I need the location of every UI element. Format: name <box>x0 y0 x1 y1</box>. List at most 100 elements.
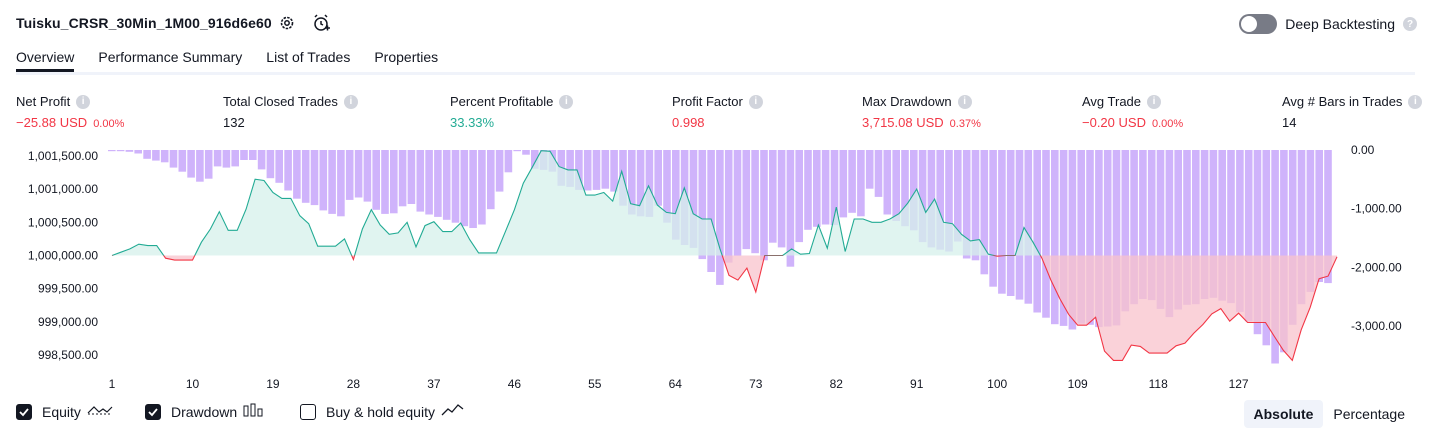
deep-backtesting-toggle[interactable] <box>1239 14 1278 34</box>
drawdown-bar <box>354 150 363 198</box>
drawdown-bar <box>1121 150 1130 312</box>
info-icon[interactable]: i <box>1147 94 1162 109</box>
drawdown-bar <box>125 150 134 152</box>
drawdown-bar <box>839 150 848 218</box>
tab-overview[interactable]: Overview <box>16 49 75 72</box>
drawdown-bar <box>892 150 900 221</box>
drawdown-bar <box>989 150 997 287</box>
drawdown-bar <box>795 150 803 243</box>
deep-backtesting-label: Deep Backtesting <box>1285 16 1395 32</box>
drawdown-bar <box>249 150 257 160</box>
drawdown-bar <box>1095 150 1103 328</box>
metric-value: 3,715.08 USD <box>862 115 944 130</box>
drawdown-bar <box>531 150 539 169</box>
metric-avg-trade: Avg Trade i −0.20 USD 0.00% <box>1082 94 1183 130</box>
settings-icon[interactable] <box>276 12 298 34</box>
metric-avg-bars-in-trades: Avg # Bars in Trades i 14 <box>1282 94 1423 130</box>
metric-label: Max Drawdown <box>862 94 952 109</box>
tab-list-of-trades[interactable]: List of Trades <box>266 49 351 65</box>
left-axis-tick-label: 1,001,500.00 <box>28 149 98 163</box>
drawdown-bar <box>513 150 521 152</box>
drawdown-bar <box>610 150 618 192</box>
drawdown-bar <box>865 150 874 189</box>
help-icon[interactable]: ? <box>1403 17 1417 31</box>
drawdown-bar <box>1086 150 1094 325</box>
drawdown-bar <box>813 150 821 227</box>
drawdown-bar <box>134 150 142 154</box>
left-axis-tick-label: 998,500.00 <box>38 348 98 362</box>
legend-drawdown[interactable]: Drawdown <box>145 403 265 420</box>
drawdown-bar <box>222 150 231 168</box>
info-icon[interactable]: i <box>559 94 574 109</box>
right-axis-tick-label: -2,000.00 <box>1351 260 1402 274</box>
x-axis-tick-label: 82 <box>830 377 844 391</box>
absolute-button[interactable]: Absolute <box>1243 400 1324 428</box>
drawdown-bar <box>1139 150 1147 299</box>
drawdown-bar <box>1130 150 1138 305</box>
buy-hold-checkbox[interactable] <box>300 403 316 420</box>
x-axis-tick-label: 64 <box>669 377 683 391</box>
info-icon[interactable]: i <box>957 94 972 109</box>
legend-equity[interactable]: Equity <box>16 403 113 420</box>
tab-performance-summary[interactable]: Performance Summary <box>98 49 243 65</box>
drawdown-bar <box>971 150 980 261</box>
info-icon[interactable]: i <box>343 94 358 109</box>
drawdown-bar <box>1306 150 1315 292</box>
equity-checkbox[interactable] <box>16 403 32 420</box>
drawdown-bar <box>1262 150 1271 346</box>
info-icon[interactable]: i <box>1408 94 1423 109</box>
equity-label: Equity <box>42 403 81 420</box>
info-icon[interactable]: i <box>748 94 763 109</box>
tab-properties[interactable]: Properties <box>374 49 439 65</box>
drawdown-bars-icon <box>243 403 265 420</box>
drawdown-bar <box>257 150 266 170</box>
drawdown-bar <box>213 150 222 167</box>
buy-hold-line-icon <box>441 403 465 420</box>
drawdown-bar <box>478 150 486 225</box>
drawdown-bar <box>416 150 425 212</box>
drawdown-bar <box>522 150 530 155</box>
drawdown-bar <box>495 150 504 192</box>
metric-max-drawdown: Max Drawdown i 3,715.08 USD 0.37% <box>862 94 981 130</box>
drawdown-bar <box>240 150 248 160</box>
alarm-add-icon[interactable] <box>310 12 332 34</box>
drawdown-bar <box>1033 150 1041 313</box>
toggle-knob <box>1241 16 1258 32</box>
drawdown-checkbox[interactable] <box>145 403 161 420</box>
drawdown-bar <box>962 150 971 259</box>
drawdown-bar <box>231 150 239 167</box>
drawdown-bar <box>1192 150 1200 305</box>
drawdown-bar <box>1059 150 1068 326</box>
drawdown-bar <box>804 150 812 230</box>
legend-buy-hold[interactable]: Buy & hold equity <box>300 403 465 420</box>
metric-value: 132 <box>223 115 245 130</box>
drawdown-bar <box>601 150 610 189</box>
metric-value: 33.33% <box>450 115 495 130</box>
drawdown-bar <box>1324 150 1332 284</box>
x-axis-tick-label: 1 <box>109 377 116 391</box>
metric-value: 0.998 <box>672 115 705 130</box>
drawdown-bar <box>936 150 944 250</box>
equity-drawdown-chart[interactable]: 1,001,500.00 1,001,000.00 1,000,500.00 1,00… <box>0 140 1431 395</box>
drawdown-bar <box>1174 150 1182 310</box>
drawdown-bar <box>1280 150 1288 353</box>
drawdown-bar <box>108 150 116 152</box>
drawdown-bar <box>1042 150 1050 318</box>
drawdown-bar <box>116 150 125 152</box>
drawdown-bar <box>848 150 856 213</box>
left-axis-tick-label: 1,000,000.00 <box>28 249 98 263</box>
metric-label: Net Profit <box>16 94 71 109</box>
drawdown-bar <box>910 150 918 231</box>
info-icon[interactable]: i <box>76 94 91 109</box>
drawdown-bar <box>628 150 636 215</box>
drawdown-bar <box>1244 150 1253 322</box>
percentage-button[interactable]: Percentage <box>1333 406 1405 422</box>
drawdown-bar <box>363 150 372 202</box>
metric-label: Total Closed Trades <box>223 94 338 109</box>
drawdown-bar <box>328 150 336 214</box>
drawdown-bar <box>742 150 751 250</box>
drawdown-bar <box>1068 150 1077 330</box>
drawdown-bar <box>187 150 195 178</box>
x-axis-tick-label: 73 <box>749 377 763 391</box>
tabs-divider <box>16 72 1415 75</box>
